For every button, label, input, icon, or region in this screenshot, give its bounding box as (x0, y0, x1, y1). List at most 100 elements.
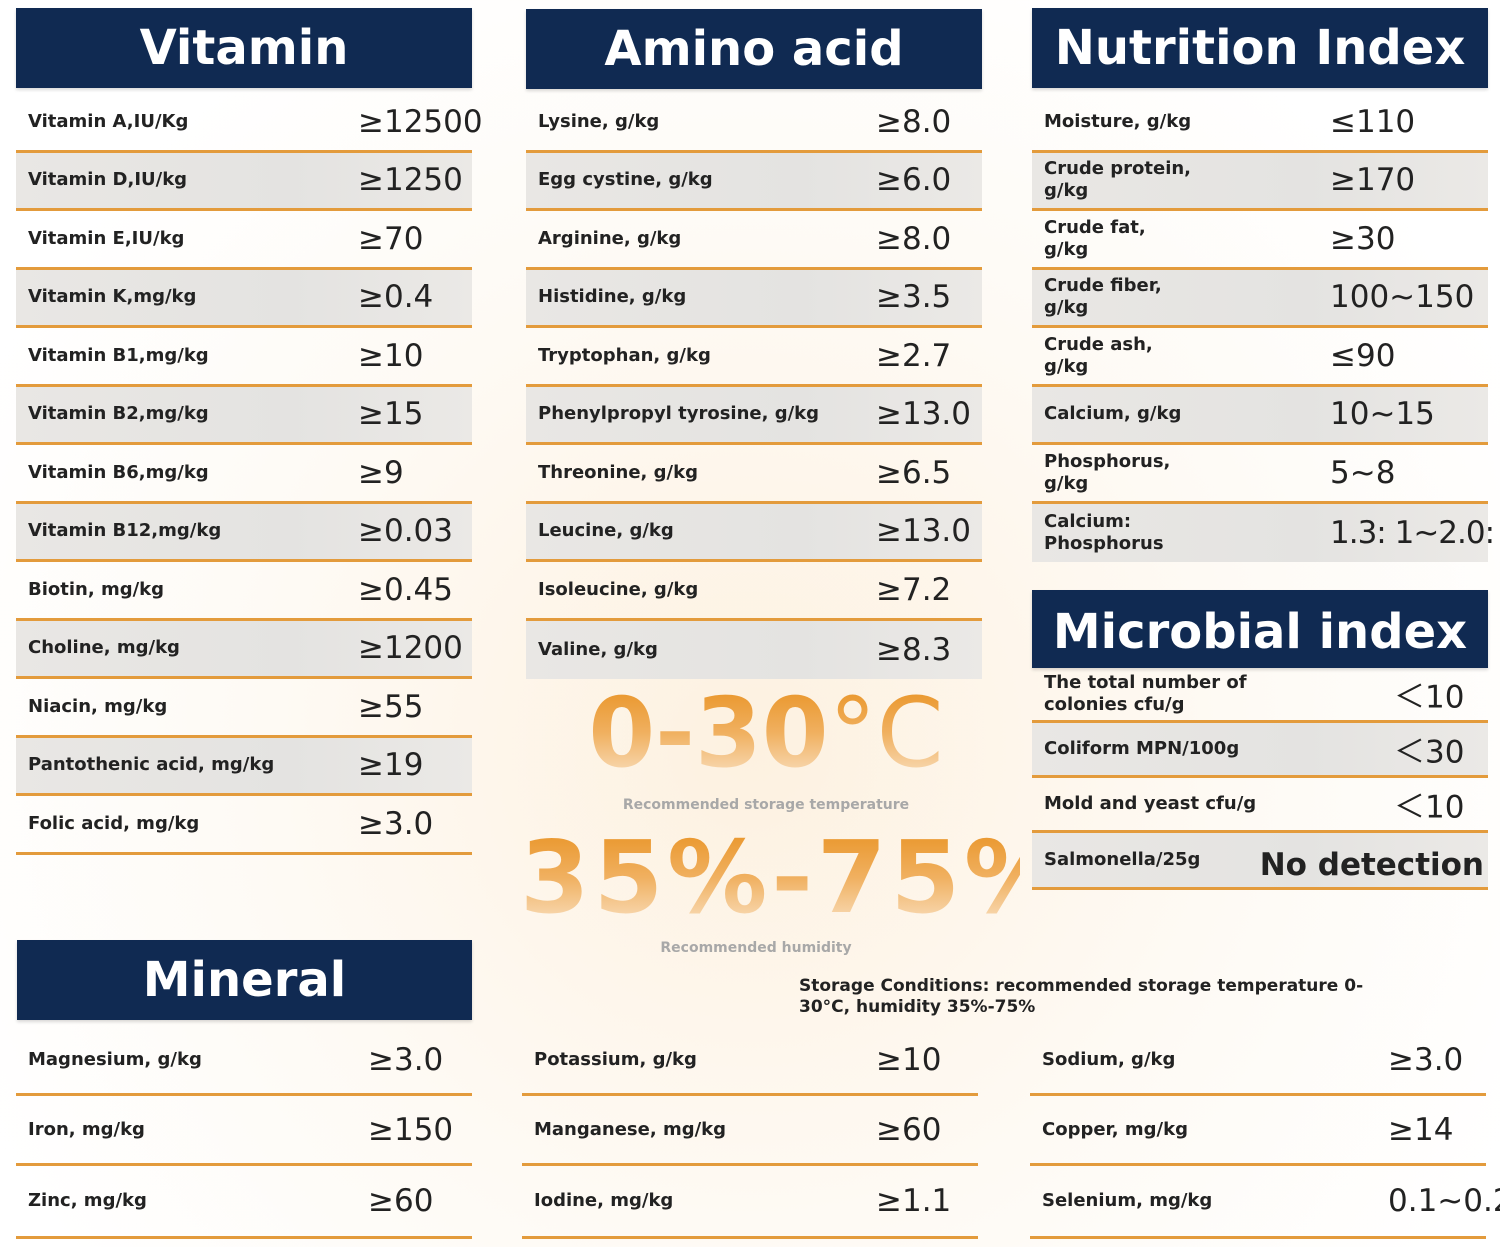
temperature-unit: °C (828, 677, 944, 789)
humidity-value: 35%-75% (520, 819, 1069, 936)
nutrition-header: Nutrition Index (1032, 8, 1488, 88)
nutrition-row: Moisture, g/kg ≤110 (1032, 94, 1488, 153)
amino-value: ≥3.5 (876, 279, 952, 316)
amino-row: Isoleucine, g/kg ≥7.2 (526, 562, 982, 621)
vitamin-row: Vitamin D,IU/kg ≥1250 (16, 152, 472, 211)
microbial-label: Salmonella/25g (1044, 849, 1201, 870)
vitamin-label: Choline, mg/kg (28, 637, 180, 659)
vitamin-value: ≥12500 (358, 103, 483, 140)
amino-label: Valine, g/kg (538, 638, 658, 660)
vitamin-value: ≥70 (358, 220, 424, 257)
vitamin-value: ≥1250 (358, 162, 463, 199)
amino-header: Amino acid (526, 9, 982, 89)
amino-label: Tryptophan, g/kg (538, 344, 711, 366)
mineral-label: Manganese, mg/kg (534, 1118, 727, 1140)
mineral-row: Sodium, g/kg ≥3.0 (1030, 1026, 1486, 1096)
vitamin-row: Pantothenic acid, mg/kg ≥19 (16, 737, 472, 796)
vitamin-value: ≥0.45 (358, 571, 453, 608)
amino-value: ≥8.0 (876, 220, 952, 257)
amino-row: Leucine, g/kg ≥13.0 (526, 503, 982, 562)
mineral-row: Iron, mg/kg ≥150 (16, 1096, 472, 1166)
mineral-row: Manganese, mg/kg ≥60 (522, 1096, 978, 1166)
vitamin-label: Vitamin A,IU/Kg (28, 110, 189, 132)
nutrition-label: Crude fiber, g/kg (1044, 275, 1162, 319)
mineral-column: Magnesium, g/kg ≥3.0 Iron, mg/kg ≥150 Zinc, … (16, 1026, 472, 1239)
vitamin-row: Vitamin B12,mg/kg ≥0.03 (16, 503, 472, 562)
nutrition-label: Moisture, g/kg (1044, 110, 1192, 132)
mineral-value: ≥10 (876, 1041, 942, 1078)
amino-panel: Amino acid Lysine, g/kg ≥8.0 Egg cystine, … (526, 9, 982, 679)
nutrition-panel: Nutrition Index Moisture, g/kg ≤110 Crude … (1032, 8, 1500, 562)
amino-value: ≥7.2 (876, 571, 952, 608)
vitamin-row: Vitamin A,IU/Kg ≥12500 (16, 94, 483, 153)
nutrition-label: Calcium, g/kg (1044, 403, 1182, 425)
microbial-table: The total number of colonies cfu/g ＜10 Col… (1032, 668, 1488, 890)
vitamin-value: ≥55 (358, 688, 424, 725)
mineral-row: Iodine, mg/kg ≥1.1 (522, 1166, 978, 1239)
vitamin-row: Vitamin B2,mg/kg ≥15 (16, 386, 472, 445)
amino-label: Isoleucine, g/kg (538, 578, 699, 600)
microbial-label: The total number of colonies cfu/g (1044, 672, 1247, 715)
mineral-row: Magnesium, g/kg ≥3.0 (16, 1026, 472, 1096)
amino-label: Leucine, g/kg (538, 520, 674, 542)
vitamin-label: Biotin, mg/kg (28, 578, 165, 600)
microbial-label: Coliform MPN/100g (1044, 738, 1240, 759)
microbial-value: ＜10 (1394, 789, 1465, 826)
vitamin-value: ≥10 (358, 337, 424, 374)
amino-row: Phenylpropyl tyrosine, g/kg ≥13.0 (526, 386, 982, 445)
microbial-panel: Microbial index The total number of colo… (1032, 590, 1488, 890)
mineral-column: Sodium, g/kg ≥3.0 Copper, mg/kg ≥14 Selenium… (1030, 1026, 1500, 1239)
vitamin-panel: Vitamin Vitamin A,IU/Kg ≥12500 Vitamin D,I… (16, 8, 483, 855)
amino-label: Histidine, g/kg (538, 286, 687, 308)
mineral-value: 0.1~0.2 (1388, 1183, 1500, 1219)
nutrition-value: 100~150 (1330, 279, 1475, 316)
vitamin-label: Vitamin D,IU/kg (28, 169, 188, 191)
amino-value: ≥6.5 (876, 454, 952, 491)
vitamin-label: Vitamin K,mg/kg (28, 286, 197, 308)
vitamin-value: ≥9 (358, 454, 404, 491)
vitamin-value: ≥19 (358, 747, 424, 784)
amino-row: Egg cystine, g/kg ≥6.0 (526, 152, 982, 211)
nutrition-value: ≥170 (1330, 162, 1416, 199)
microbial-value: ＜30 (1394, 734, 1465, 771)
mineral-row: Copper, mg/kg ≥14 (1030, 1096, 1486, 1166)
amino-value: ≥13.0 (876, 396, 971, 433)
temperature-value: 0-30°C (526, 678, 1006, 788)
mineral-row: Potassium, g/kg ≥10 (522, 1026, 978, 1096)
nutrition-value: 1.3: 1~2.0: 1 (1330, 514, 1500, 551)
vitamin-row: Choline, mg/kg ≥1200 (16, 620, 472, 679)
mineral-value: ≥14 (1388, 1111, 1454, 1148)
vitamin-row: Biotin, mg/kg ≥0.45 (16, 562, 472, 621)
vitamin-header: Vitamin (16, 8, 472, 88)
vitamin-label: Vitamin E,IU/kg (28, 227, 185, 249)
mineral-value: ≥60 (876, 1111, 942, 1148)
vitamin-row: Niacin, mg/kg ≥55 (16, 679, 472, 738)
temperature-range: 0-30 (588, 677, 829, 789)
vitamin-row: Folic acid, mg/kg ≥3.0 (16, 796, 472, 855)
mineral-header: Mineral (17, 940, 472, 1020)
mineral-value: ≥3.0 (1388, 1041, 1464, 1078)
mineral-panel: Mineral (17, 940, 472, 1020)
vitamin-value: ≥15 (358, 396, 424, 433)
amino-label: Lysine, g/kg (538, 110, 660, 132)
amino-value: ≥8.3 (876, 631, 952, 668)
amino-label: Threonine, g/kg (538, 461, 698, 483)
vitamin-label: Folic acid, mg/kg (28, 812, 200, 834)
vitamin-row: Vitamin B1,mg/kg ≥10 (16, 328, 472, 387)
mineral-row: Selenium, mg/kg 0.1~0.2 (1030, 1166, 1500, 1239)
nutrition-value: ≥30 (1330, 220, 1396, 257)
mineral-column: Potassium, g/kg ≥10 Manganese, mg/kg ≥60 Iod… (522, 1026, 978, 1239)
mineral-label: Magnesium, g/kg (28, 1048, 202, 1070)
mineral-row: Zinc, mg/kg ≥60 (16, 1166, 472, 1239)
nutrition-row: Crude fiber, g/kg 100~150 (1032, 269, 1488, 328)
mineral-label: Potassium, g/kg (534, 1048, 697, 1070)
nutrition-row: Calcium, g/kg 10~15 (1032, 386, 1488, 445)
amino-value: ≥13.0 (876, 513, 971, 550)
amino-value: ≥8.0 (876, 103, 952, 140)
nutrition-label: Calcium: Phosphorus (1044, 510, 1164, 554)
vitamin-row: Vitamin K,mg/kg ≥0.4 (16, 269, 472, 328)
nutrition-row: Crude ash, g/kg ≤90 (1032, 328, 1488, 387)
amino-row: Valine, g/kg ≥8.3 (526, 620, 982, 679)
amino-label: Egg cystine, g/kg (538, 169, 713, 191)
microbial-header: Microbial index (1032, 590, 1488, 668)
